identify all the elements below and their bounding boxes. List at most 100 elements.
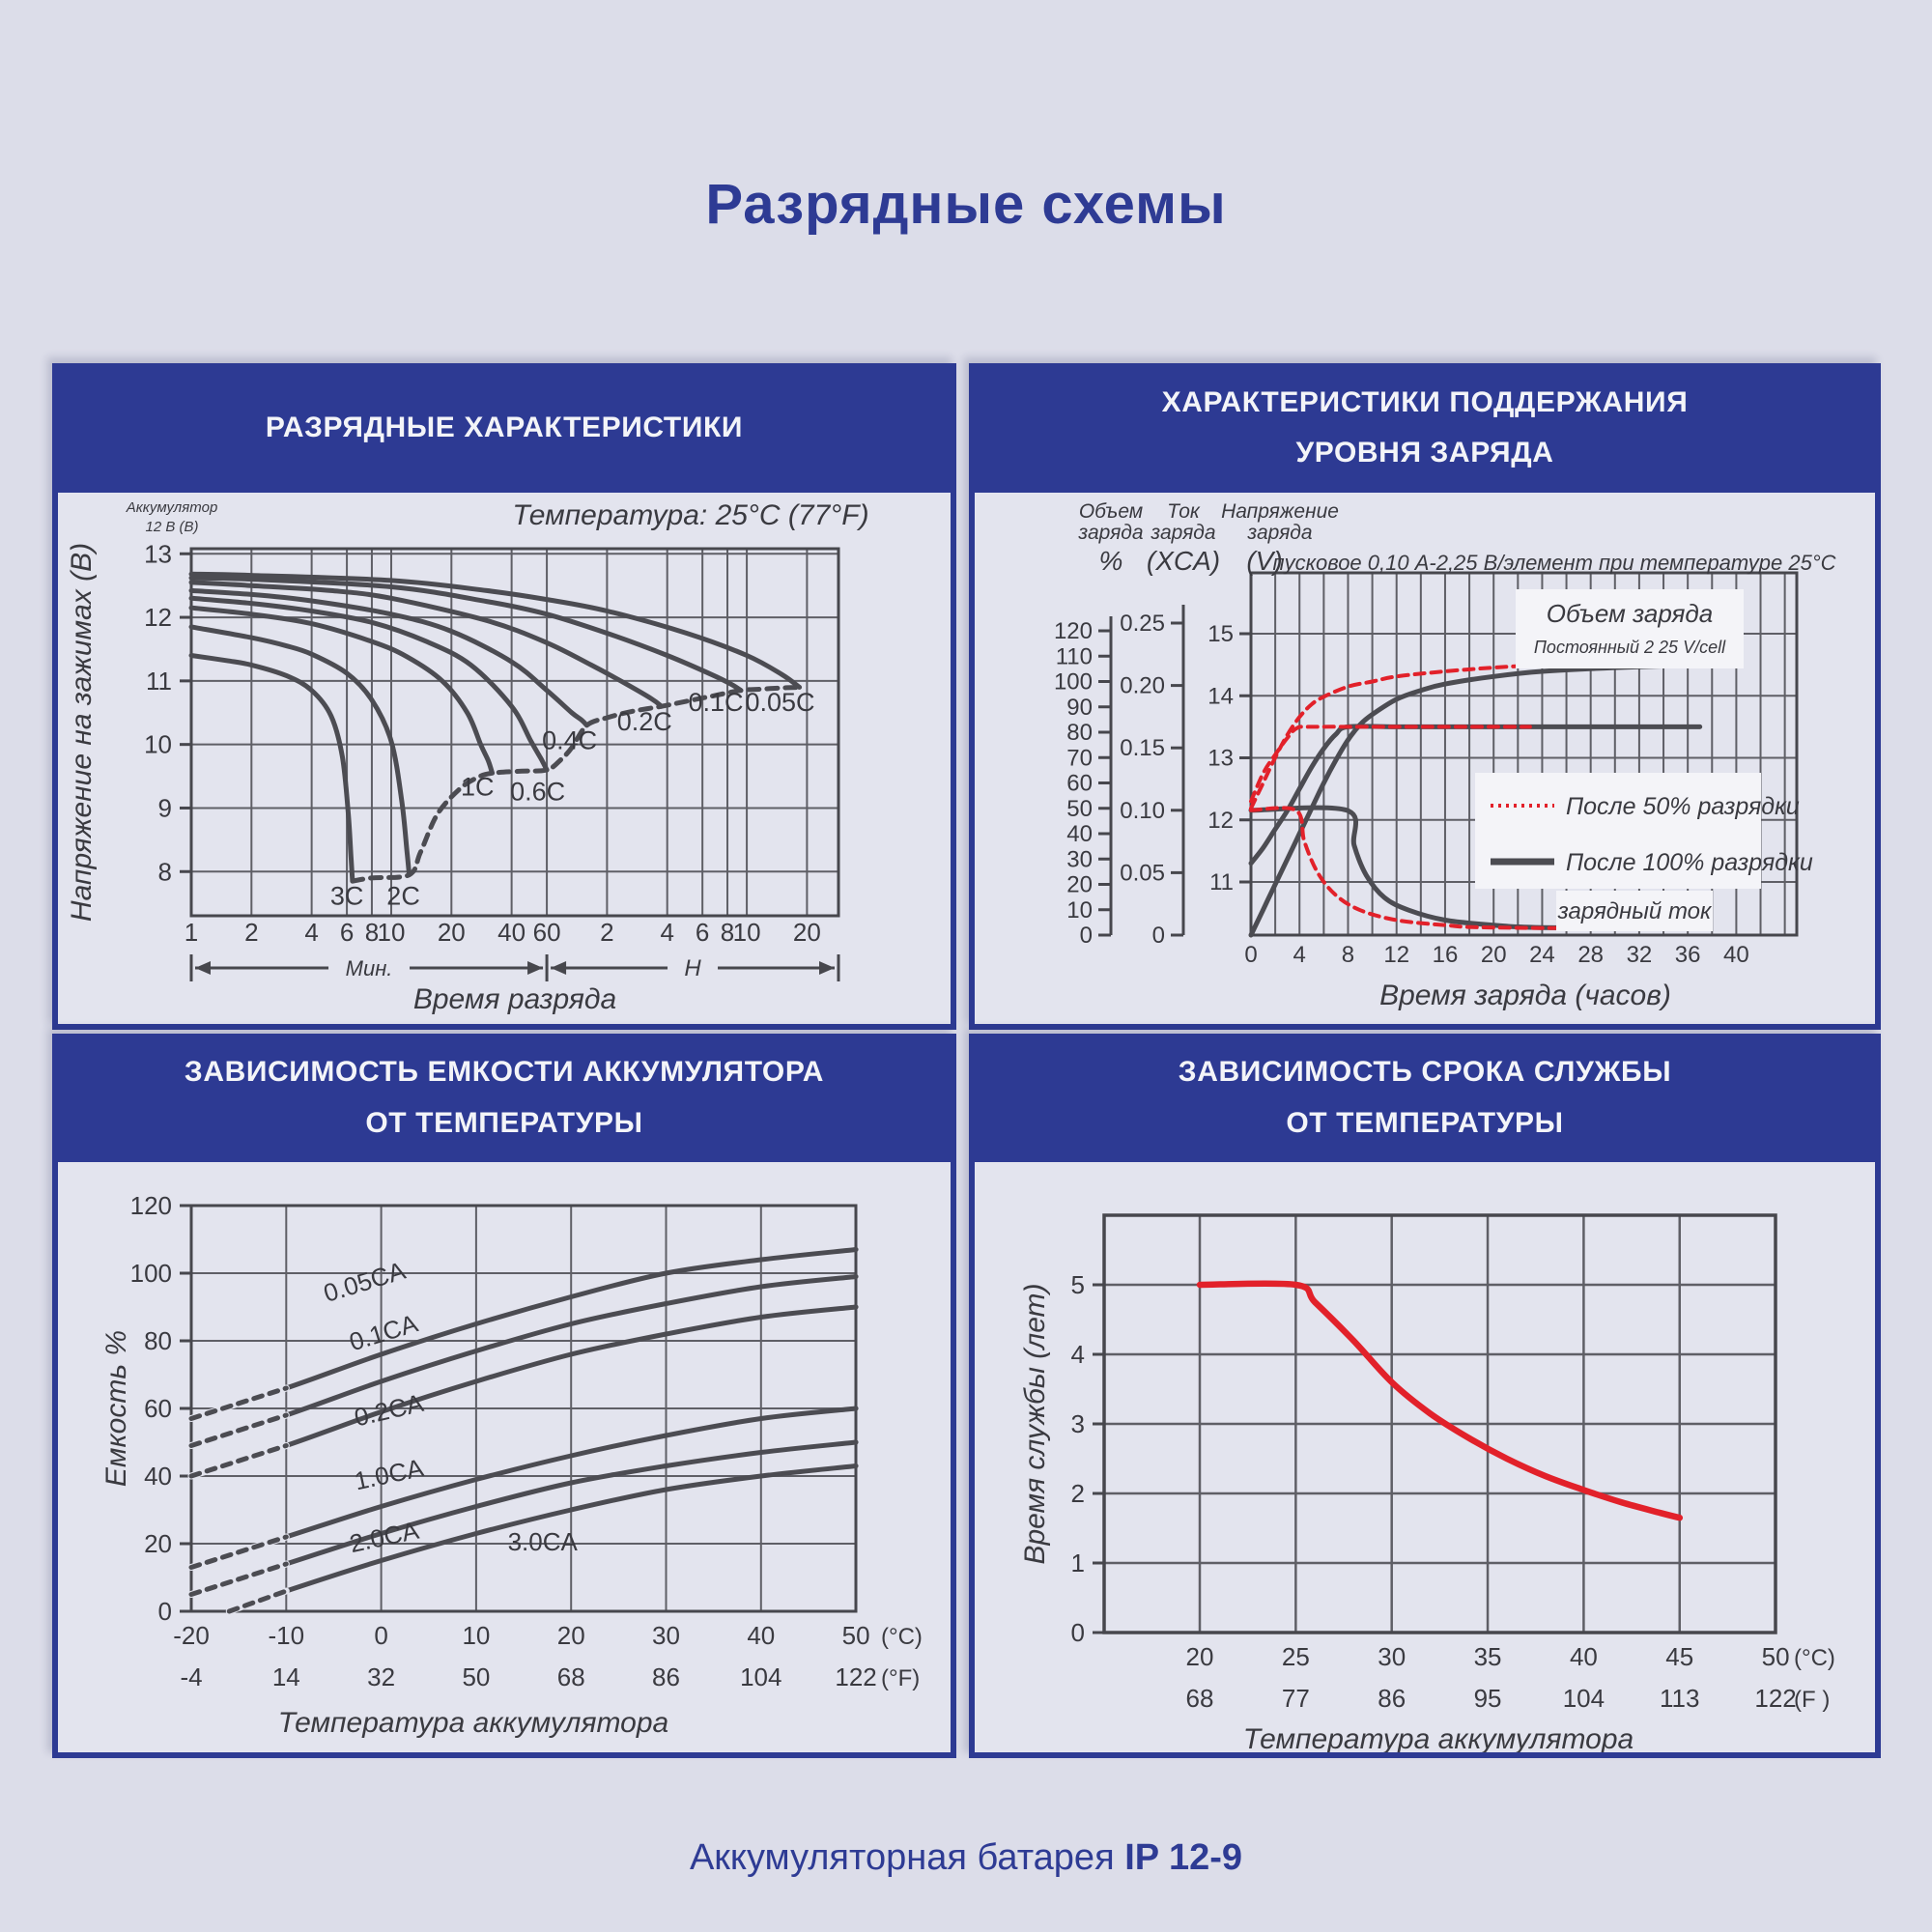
svg-text:заряда: заряда — [1246, 522, 1312, 544]
svg-text:1: 1 — [185, 918, 198, 947]
svg-text:зарядный ток: зарядный ток — [1557, 898, 1713, 924]
svg-text:(F ): (F ) — [1794, 1687, 1830, 1713]
svg-text:0: 0 — [1080, 923, 1093, 949]
svg-text:30: 30 — [652, 1621, 680, 1650]
svg-text:Время службы (лет): Время службы (лет) — [1019, 1283, 1051, 1564]
svg-text:36: 36 — [1675, 942, 1701, 968]
svg-text:40: 40 — [144, 1462, 172, 1491]
panel-discharge: РАЗРЯДНЫЕ ХАРАКТЕРИСТИКИ 8 9 10 11 12 13 1 2 4 6 8… — [52, 363, 956, 1030]
svg-text:100: 100 — [1054, 669, 1093, 696]
svg-text:86: 86 — [1378, 1684, 1406, 1713]
svg-text:(°F): (°F) — [881, 1665, 920, 1691]
svg-text:80: 80 — [1066, 720, 1093, 746]
svg-text:40: 40 — [1066, 821, 1093, 847]
svg-text:68: 68 — [1186, 1684, 1214, 1713]
svg-text:После 50% разрядки: После 50% разрядки — [1566, 793, 1800, 820]
svg-text:16: 16 — [1433, 942, 1459, 968]
svg-text:60: 60 — [1066, 771, 1093, 797]
panel-charge-body: 0 10 20 30 40 50 60 70 80 90 100 110 120 0 0.05 0.10 0.1… — [975, 493, 1875, 1024]
svg-text:25: 25 — [1282, 1642, 1310, 1671]
svg-text:2: 2 — [1071, 1479, 1085, 1508]
panel-life-title: ЗАВИСИМОСТЬ СРОКА СЛУЖБЫ ОТ ТЕМПЕРАТУРЫ — [1178, 1056, 1672, 1139]
svg-text:60: 60 — [144, 1394, 172, 1423]
svg-text:20: 20 — [144, 1529, 172, 1558]
svg-text:13: 13 — [1208, 746, 1234, 772]
svg-text:20: 20 — [557, 1621, 585, 1650]
svg-text:20: 20 — [1481, 942, 1507, 968]
svg-text:0.2C: 0.2C — [617, 707, 672, 736]
svg-text:0.15: 0.15 — [1120, 735, 1165, 761]
svg-text:0.6C: 0.6C — [510, 778, 565, 807]
svg-text:0.4C: 0.4C — [542, 725, 597, 754]
svg-text:120: 120 — [130, 1191, 172, 1220]
panel-capacity-title: ЗАВИСИМОСТЬ ЕМКОСТИ АККУМУЛЯТОРА ОТ ТЕМП… — [184, 1056, 825, 1139]
svg-text:50: 50 — [1066, 796, 1093, 822]
panel-discharge-title: РАЗРЯДНЫЕ ХАРАКТЕРИСТИКИ — [265, 411, 744, 443]
panel-charge-title: ХАРАКТЕРИСТИКИ ПОДДЕРЖАНИЯ УРОВНЯ ЗАРЯДА — [1161, 385, 1689, 469]
panel-capacity-body: 0 20 40 60 80 100 120 -20 -10 0 10 20 30 40 50 -4 14 32 50… — [58, 1162, 951, 1752]
svg-text:(XCA): (XCA) — [1147, 546, 1220, 576]
svg-text:12: 12 — [1383, 942, 1409, 968]
svg-text:32: 32 — [367, 1662, 395, 1691]
svg-text:8: 8 — [158, 857, 172, 886]
svg-text:1C: 1C — [461, 772, 495, 801]
svg-text:12: 12 — [1208, 808, 1234, 834]
svg-text:8: 8 — [365, 918, 379, 947]
panel-discharge-body: 8 9 10 11 12 13 1 2 4 6 8 10 20 40 60 2 4 6 8 10 20 3C 2C 1C 0.6… — [58, 493, 951, 1024]
panel-life-body: 0 1 2 3 4 5 20 25 30 35 40 45 50 68 77 86 95 104 113 122 (°C… — [975, 1162, 1875, 1752]
svg-text:0: 0 — [1244, 942, 1257, 968]
svg-text:11: 11 — [146, 667, 172, 696]
svg-text:122: 122 — [1754, 1684, 1796, 1713]
footer-text: Аккумуляторная батарея — [689, 1837, 1125, 1878]
svg-text:-4: -4 — [180, 1662, 202, 1691]
svg-text:Аккумулятор: Аккумулятор — [126, 499, 218, 516]
svg-text:4: 4 — [660, 918, 673, 947]
svg-text:28: 28 — [1577, 942, 1604, 968]
svg-text:заряда: заряда — [1077, 522, 1143, 544]
svg-text:0: 0 — [158, 1597, 172, 1626]
svg-text:-20: -20 — [173, 1621, 210, 1650]
svg-text:2: 2 — [600, 918, 613, 947]
svg-text:%: % — [1099, 546, 1123, 576]
svg-text:3: 3 — [1071, 1409, 1085, 1438]
svg-text:5: 5 — [1071, 1270, 1085, 1299]
svg-text:40: 40 — [497, 918, 526, 947]
svg-text:9: 9 — [158, 793, 172, 822]
svg-text:4: 4 — [1071, 1340, 1085, 1369]
svg-text:0.10: 0.10 — [1120, 798, 1165, 824]
svg-text:Время разряда: Время разряда — [413, 983, 616, 1015]
svg-text:40: 40 — [1570, 1642, 1598, 1671]
svg-text:14: 14 — [1208, 683, 1234, 709]
svg-text:6: 6 — [696, 918, 709, 947]
svg-text:Время заряда (часов): Время заряда (часов) — [1379, 980, 1671, 1011]
svg-text:68: 68 — [557, 1662, 585, 1691]
svg-text:100: 100 — [130, 1259, 172, 1288]
svg-text:40: 40 — [747, 1621, 775, 1650]
svg-text:0.1CA: 0.1CA — [346, 1308, 422, 1356]
svg-text:4: 4 — [304, 918, 318, 947]
svg-text:6: 6 — [340, 918, 354, 947]
svg-text:0.05: 0.05 — [1120, 860, 1165, 886]
svg-text:Мин.: Мин. — [346, 956, 393, 980]
page-title: Разрядные схемы — [705, 173, 1227, 236]
svg-text:3.0CA: 3.0CA — [508, 1527, 579, 1556]
svg-text:Объем: Объем — [1079, 500, 1143, 523]
svg-text:0.1C: 0.1C — [688, 688, 743, 717]
footer: Аккумуляторная батарея IP 12-9 — [0, 1837, 1932, 1879]
svg-text:Температура: 25°C (77°F): Температура: 25°C (77°F) — [512, 499, 868, 531]
svg-text:30: 30 — [1378, 1642, 1406, 1671]
svg-text:70: 70 — [1066, 745, 1093, 771]
capacity-chart: 0 20 40 60 80 100 120 -20 -10 0 10 20 30 40 50 -4 14 32 50… — [100, 1191, 923, 1739]
svg-text:1: 1 — [1071, 1548, 1085, 1577]
svg-text:10: 10 — [462, 1621, 490, 1650]
svg-text:120: 120 — [1054, 618, 1093, 644]
svg-text:Объем заряда: Объем заряда — [1547, 599, 1714, 628]
svg-text:90: 90 — [1066, 695, 1093, 721]
svg-text:95: 95 — [1474, 1684, 1502, 1713]
svg-text:104: 104 — [1563, 1684, 1605, 1713]
svg-text:(°C): (°C) — [881, 1624, 923, 1650]
svg-text:24: 24 — [1529, 942, 1555, 968]
svg-text:8: 8 — [1342, 942, 1354, 968]
